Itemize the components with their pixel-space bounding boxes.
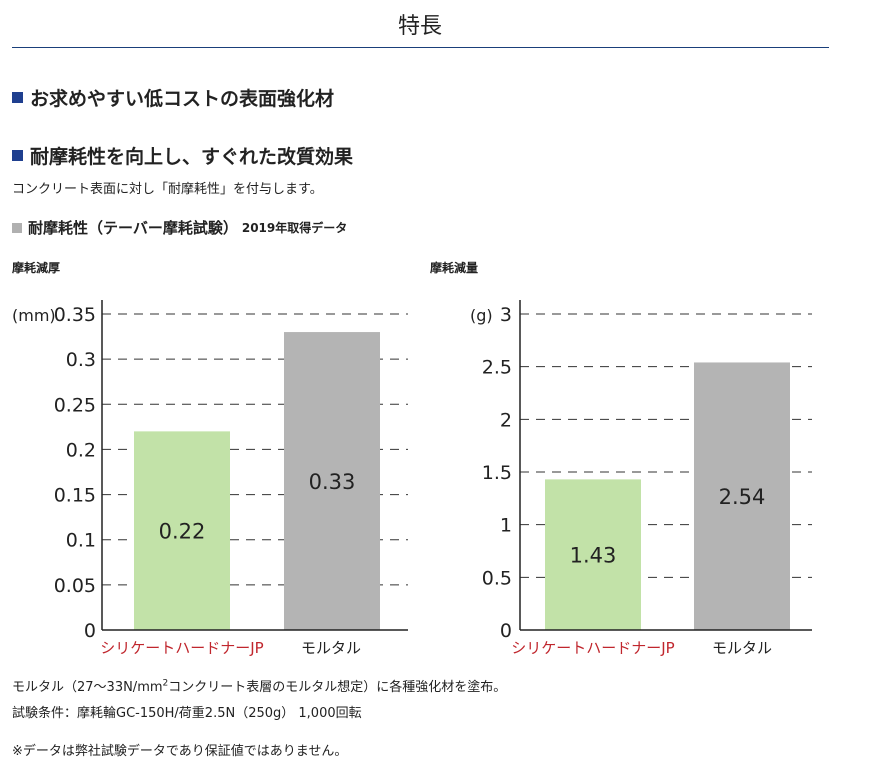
y-tick-label: 0.15 <box>54 485 96 507</box>
bar-value-label: 2.54 <box>719 485 766 509</box>
bar-mortar <box>284 332 380 630</box>
note-mortar-pre: モルタル（27～33N/mm <box>12 680 163 695</box>
bar-mortar <box>694 362 790 630</box>
intro-text: コンクリート表面に対し「耐摩耗性」を付与します。 <box>12 182 323 197</box>
x-category-label: モルタル <box>301 639 361 657</box>
heading-low-cost-text: お求めやすい低コストの表面強化材 <box>30 88 335 110</box>
disclaimer: ※データは弊社試験データであり保証値ではありません。 <box>12 744 348 759</box>
note-mortar-sup: 2 <box>162 678 169 689</box>
bar-silicate <box>545 479 641 630</box>
x-category-label: シリケートハードナーJP <box>100 639 263 657</box>
note-mortar-post: コンクリート表層のモルタル想定）に各種強化材を塗布。 <box>168 680 507 695</box>
y-tick-label: 0.35 <box>54 304 96 326</box>
y-tick-label: 0.1 <box>66 530 96 552</box>
y-tick-label: 0.5 <box>482 567 512 589</box>
y-tick-label: 2 <box>500 409 512 431</box>
y-tick-label: 2.5 <box>482 357 512 379</box>
page-title: 特長 <box>397 14 442 39</box>
y-tick-label: 0 <box>500 620 512 642</box>
chart-title-thickness: 摩耗減厚 <box>12 261 61 275</box>
title-divider <box>12 47 829 48</box>
heading-abrasion-text: 耐摩耗性を向上し、すぐれた改質効果 <box>30 146 354 168</box>
bar-value-label: 1.43 <box>570 544 617 568</box>
x-category-label: モルタル <box>712 639 772 657</box>
section-title-text: 耐摩耗性（テーバー摩耗試験） <box>28 219 238 237</box>
bar-silicate <box>134 431 230 630</box>
note-mortar: モルタル（27～33N/mm2コンクリート表層のモルタル想定）に各種強化材を塗布… <box>12 676 506 695</box>
y-unit-label: (g) <box>470 306 493 325</box>
section-subtitle: 2019年取得データ <box>241 221 348 235</box>
x-category-label: シリケートハードナーJP <box>511 639 674 657</box>
bar-value-label: 0.33 <box>309 470 356 494</box>
y-tick-label: 3 <box>500 304 512 326</box>
blue-square-icon <box>12 92 23 103</box>
y-tick-label: 1 <box>500 515 512 537</box>
heading-low-cost: お求めやすい低コストの表面強化材 <box>12 84 334 111</box>
y-tick-label: 0 <box>84 620 96 642</box>
note-conditions: 試験条件：摩耗輪GC-150H/荷重2.5N（250g） 1,000回転 <box>12 706 362 721</box>
y-tick-label: 0.2 <box>66 439 96 461</box>
chart-title-mass: 摩耗減量 <box>430 261 479 275</box>
y-tick-label: 0.05 <box>54 575 96 597</box>
y-tick-label: 1.5 <box>482 462 512 484</box>
heading-abrasion: 耐摩耗性を向上し、すぐれた改質効果 <box>12 142 353 169</box>
section-title: 耐摩耗性（テーバー摩耗試験） 2019年取得データ <box>12 217 347 238</box>
gray-square-icon <box>12 222 22 233</box>
y-tick-label: 0.25 <box>54 394 96 416</box>
y-tick-label: 0.3 <box>66 349 96 371</box>
blue-square-icon <box>12 150 23 161</box>
bar-value-label: 0.22 <box>159 520 206 544</box>
y-unit-label: (mm) <box>12 306 56 325</box>
